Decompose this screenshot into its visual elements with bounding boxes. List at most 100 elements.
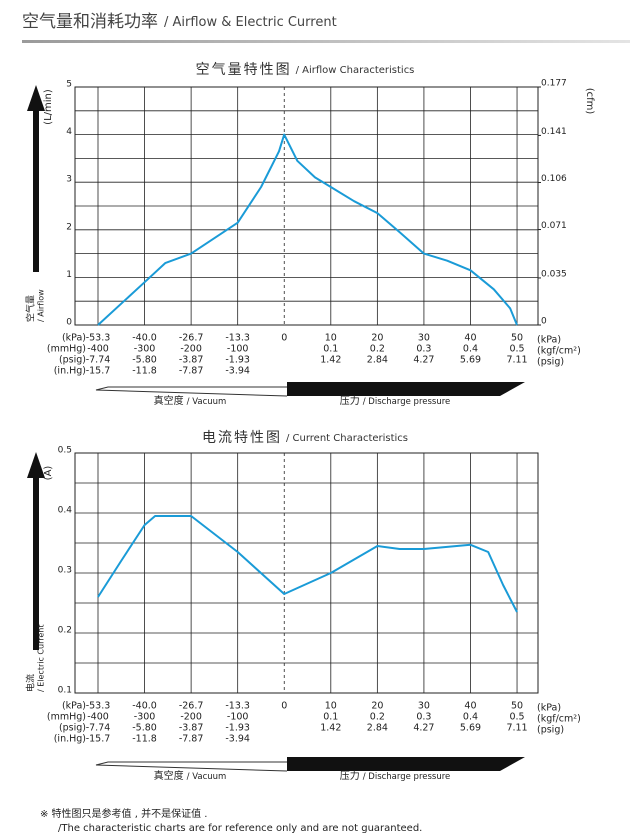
x-tick-label: 20: [371, 333, 383, 344]
y-label-en: / Airflow: [37, 289, 46, 322]
x-alt-label: 1.42: [320, 355, 341, 366]
y-tick-label: 0.2: [58, 626, 72, 636]
x-tick-label: -53.3: [86, 333, 111, 344]
data-line: [97, 515, 518, 613]
x-alt-label: -7.87: [179, 734, 204, 745]
x-alt-label: -11.8: [132, 734, 157, 745]
x-alt-label: 7.11: [506, 723, 527, 734]
x-unit: (kPa): [62, 333, 86, 344]
vacuum-label-en: / Vacuum: [187, 772, 227, 782]
x-tick-label: -40.0: [132, 333, 157, 344]
x-alt-label: 5.69: [460, 723, 481, 734]
x-alt-label: -300: [134, 712, 156, 723]
title-en: / Airflow & Electric Current: [164, 15, 337, 30]
chart-title: 电流特性图 / Current Characteristics: [202, 430, 408, 446]
x-unit-right: (kPa): [537, 335, 561, 346]
x-unit: (in.Hg): [54, 734, 86, 745]
y-tick-label: 0: [66, 318, 72, 328]
y-tick-label: 0.5: [58, 446, 72, 456]
y2-tick-label: 0.071: [541, 221, 567, 231]
x-alt-label: -11.8: [132, 366, 157, 377]
title-jp: 空气量和消耗功率: [22, 12, 158, 32]
x-tick-label: 30: [418, 701, 430, 712]
footnote: ※ 特性图只是参考值 , 并不是保证值 .: [40, 807, 207, 820]
vacuum-label: 真空度 / Vacuum: [154, 394, 227, 407]
axis-arrow: [27, 85, 45, 272]
x-alt-label: -15.7: [86, 734, 111, 745]
x-tick-label: -40.0: [132, 701, 157, 712]
x-tick-label: -53.3: [86, 701, 111, 712]
y-tick-label: 3: [66, 175, 72, 185]
x-alt-label: -7.74: [86, 355, 111, 366]
chart-title-en: / Current Characteristics: [286, 433, 408, 444]
plot-frame: [74, 86, 539, 326]
x-unit-right: (psig): [537, 357, 564, 368]
x-tick-label: 10: [325, 333, 337, 344]
vacuum-arrow: [95, 761, 288, 772]
pressure-label-jp: 压力: [340, 394, 360, 407]
x-tick-label: 10: [325, 701, 337, 712]
vacuum-label: 真空度 / Vacuum: [154, 769, 227, 782]
x-alt-label: -100: [227, 344, 249, 355]
y-unit: (A): [43, 466, 54, 481]
x-alt-label: 7.11: [506, 355, 527, 366]
x-alt-label: 0.4: [463, 712, 478, 723]
x-tick-label: 0: [281, 333, 287, 344]
x-alt-label: 0.5: [509, 712, 524, 723]
x-alt-label: -100: [227, 712, 249, 723]
y-label: 空气量: [25, 295, 37, 322]
chart-title-jp: 空气量特性图: [196, 62, 292, 78]
x-alt-label: 2.84: [367, 723, 388, 734]
x-tick-label: 40: [464, 333, 476, 344]
x-unit: (psig): [59, 355, 86, 366]
x-unit-right: (kgf/cm²): [537, 714, 581, 725]
x-unit: (psig): [59, 723, 86, 734]
x-alt-label: -15.7: [86, 366, 111, 377]
x-unit: (mmHg): [47, 344, 86, 355]
x-tick-label: 50: [511, 333, 523, 344]
x-alt-label: -300: [134, 344, 156, 355]
pressure-label: 压力 / Discharge pressure: [340, 769, 451, 782]
axis-arrow: [27, 452, 45, 650]
pressure-arrow: [287, 757, 525, 771]
y-label-en: / Electric Current: [37, 625, 46, 692]
x-alt-label: -3.87: [179, 355, 204, 366]
x-unit: (in.Hg): [54, 366, 86, 377]
pressure-arrow: [287, 382, 525, 396]
x-alt-label: 0.1: [323, 712, 338, 723]
y-tick-label: 0.3: [58, 566, 72, 576]
x-tick-label: 50: [511, 701, 523, 712]
x-tick-label: 40: [464, 701, 476, 712]
footnote: /The characteristic charts are for refer…: [58, 823, 422, 834]
y2-tick-label: 0.141: [541, 127, 567, 137]
vacuum-arrow: [95, 386, 288, 397]
x-unit-right: (psig): [537, 725, 564, 736]
vacuum-label-en: / Vacuum: [187, 397, 227, 407]
pressure-label-jp: 压力: [340, 769, 360, 782]
x-alt-label: 1.42: [320, 723, 341, 734]
x-alt-label: 5.69: [460, 355, 481, 366]
x-tick-label: -26.7: [179, 701, 204, 712]
x-alt-label: -3.94: [225, 734, 250, 745]
x-unit-right: (kPa): [537, 703, 561, 714]
x-alt-label: -200: [180, 712, 202, 723]
x-alt-label: -3.94: [225, 366, 250, 377]
y-tick-label: 4: [66, 127, 72, 137]
x-unit-right: (kgf/cm²): [537, 346, 581, 357]
x-alt-label: -7.87: [179, 366, 204, 377]
y-tick-label: 5: [66, 80, 72, 90]
y-tick-label: 0.4: [58, 506, 73, 516]
x-alt-label: -1.93: [225, 355, 250, 366]
y2-tick-label: 0.177: [541, 79, 567, 89]
pressure-label-en: / Discharge pressure: [363, 397, 451, 407]
x-alt-label: -400: [87, 344, 109, 355]
y2-tick-label: 0.035: [541, 269, 567, 279]
x-alt-label: -200: [180, 344, 202, 355]
y2-tick-label: 0: [541, 317, 547, 327]
x-alt-label: 2.84: [367, 355, 388, 366]
chart-title-en: / Airflow Characteristics: [296, 65, 415, 76]
x-alt-label: 0.1: [323, 344, 338, 355]
y-tick-label: 1: [66, 270, 72, 280]
x-alt-label: 4.27: [413, 355, 434, 366]
